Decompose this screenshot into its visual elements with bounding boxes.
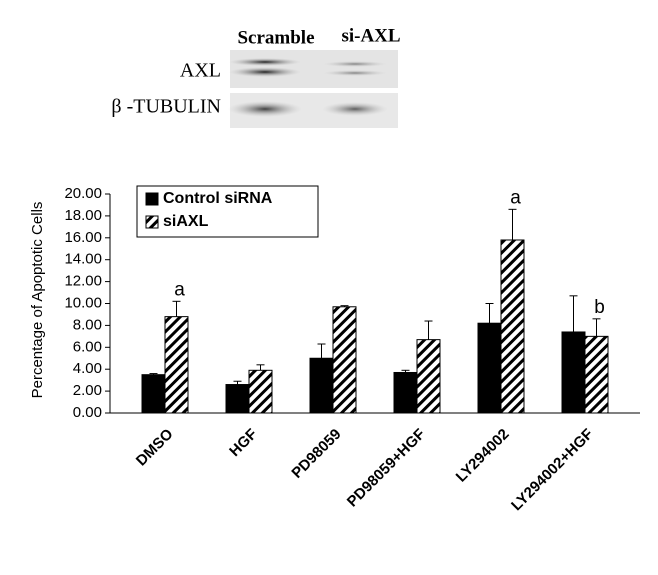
error-bar <box>592 318 601 337</box>
western-blot: Scramble si-AXL AXL β -TUBULIN <box>111 25 401 128</box>
lane-label: Scramble <box>237 27 314 48</box>
error-bar <box>256 364 265 371</box>
error-bar <box>569 295 578 332</box>
y-tick-label: 2.00 <box>73 382 102 399</box>
error-bar <box>149 373 158 375</box>
y-tick-label: 20.00 <box>64 185 102 202</box>
y-tick-label: 12.00 <box>64 273 102 290</box>
legend-swatch <box>145 192 159 206</box>
bar <box>332 306 357 414</box>
x-tick-label: LY294002 <box>453 426 513 486</box>
annotation: a <box>174 279 185 300</box>
y-tick-label: 0.00 <box>73 404 102 421</box>
bar <box>248 369 273 414</box>
blot-band <box>323 70 387 76</box>
bar <box>500 239 525 414</box>
error-bar <box>317 343 326 359</box>
y-tick-label: 14.00 <box>64 251 102 268</box>
blot-band <box>229 67 301 77</box>
error-bar <box>401 369 410 373</box>
y-tick-label: 10.00 <box>64 294 102 311</box>
x-tick-label: LY294002+HGF <box>508 426 597 515</box>
legend-box <box>136 185 319 238</box>
y-tick-label: 8.00 <box>73 316 102 333</box>
y-tick-label: 18.00 <box>64 207 102 224</box>
annotation: a <box>510 187 521 208</box>
bar <box>141 374 166 414</box>
error-bar <box>424 320 433 340</box>
annotation: b <box>594 297 605 318</box>
lane-label: si-AXL <box>341 25 400 46</box>
blot-band <box>229 58 301 66</box>
x-tick-label: HGF <box>226 426 260 460</box>
x-tick-label: PD98059+HGF <box>344 426 429 511</box>
bar <box>225 384 250 414</box>
bar <box>164 316 189 414</box>
row-label: AXL <box>180 60 221 82</box>
error-bar <box>172 300 181 317</box>
bar <box>584 335 609 414</box>
blot-band <box>322 102 388 116</box>
error-bar <box>485 303 494 324</box>
bar <box>561 331 586 414</box>
blot-band <box>228 101 302 117</box>
blot-band <box>323 61 387 67</box>
legend-swatch <box>145 215 159 229</box>
y-tick-label: 6.00 <box>73 338 102 355</box>
x-tick-label: DMSO <box>133 425 177 469</box>
legend: Control siRNA siAXL <box>136 185 319 238</box>
legend-label: Control siRNA <box>163 190 273 207</box>
error-bar <box>508 208 517 240</box>
bar <box>477 322 502 414</box>
legend-label: siAXL <box>163 213 209 230</box>
error-bar <box>233 380 242 385</box>
x-tick-label: PD98059 <box>288 426 344 482</box>
bar <box>416 339 441 414</box>
y-axis-label: Percentage of Apoptotic Cells <box>29 202 46 399</box>
error-bar <box>340 305 349 307</box>
y-tick-label: 16.00 <box>64 229 102 246</box>
bar <box>393 371 418 414</box>
bar <box>309 357 334 414</box>
row-label: β -TUBULIN <box>111 96 221 118</box>
y-tick-label: 4.00 <box>73 360 102 377</box>
